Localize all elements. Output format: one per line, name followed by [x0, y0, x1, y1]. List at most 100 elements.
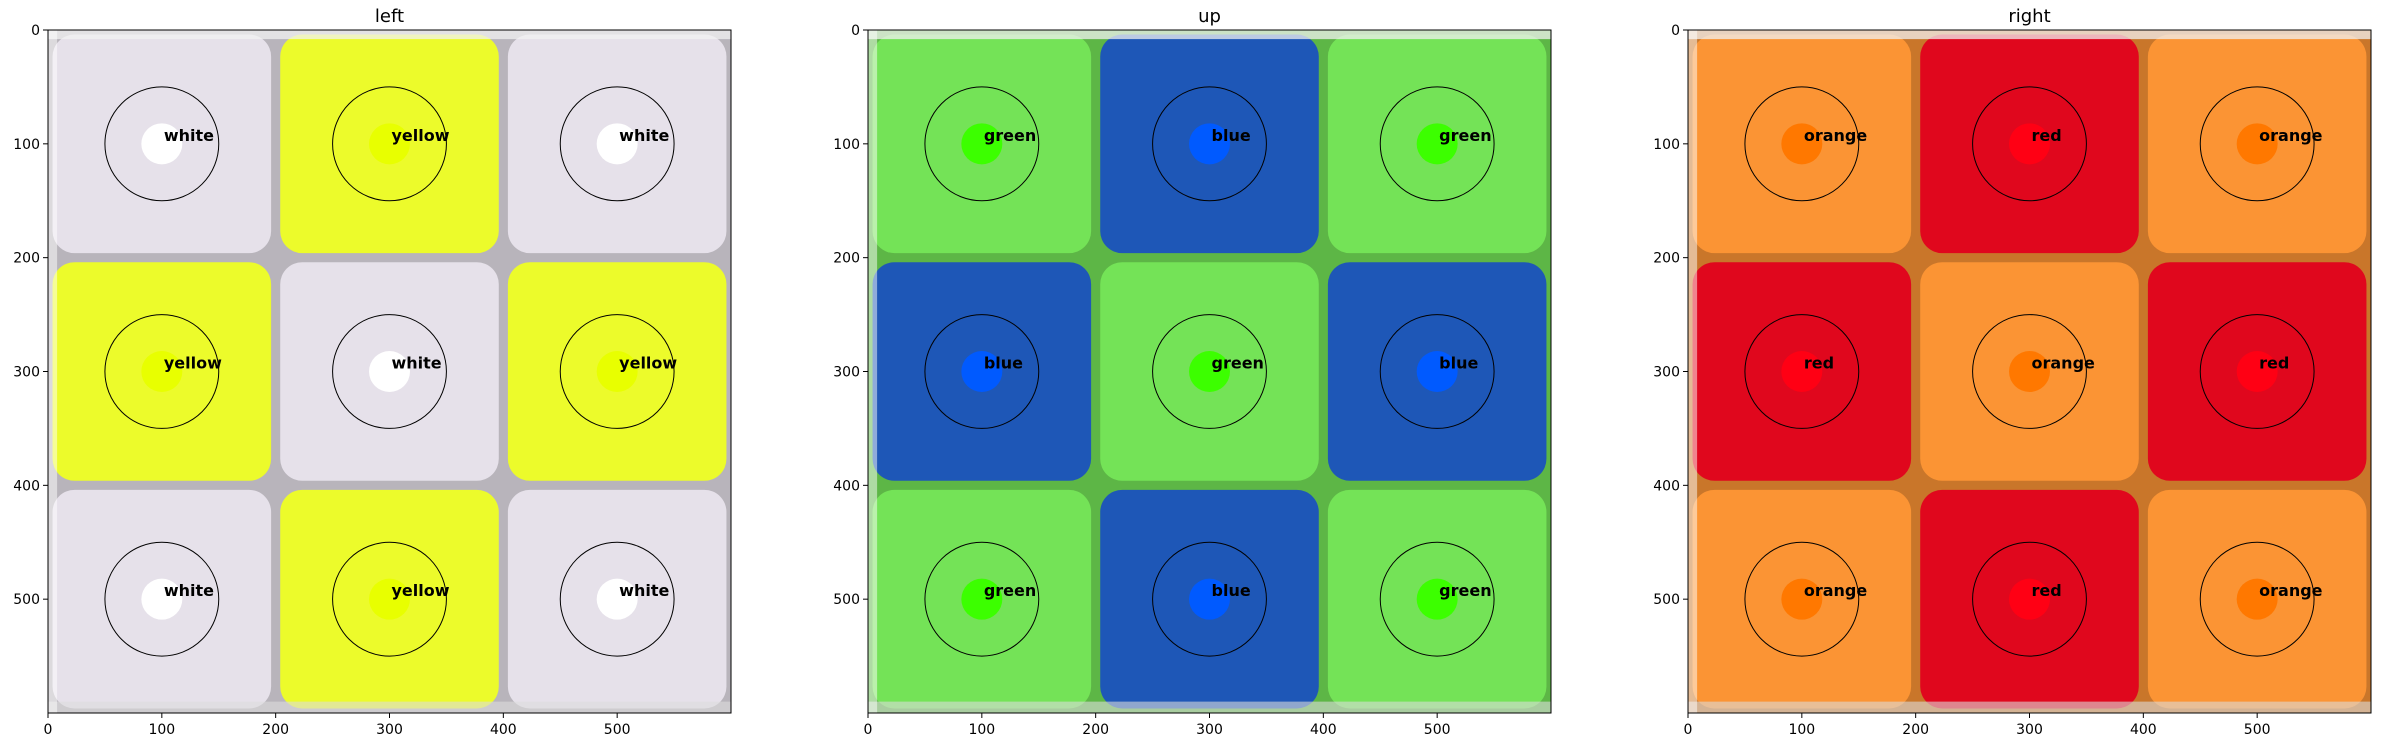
- x-tick-label: 100: [1788, 722, 1815, 738]
- color-marker: [961, 351, 1003, 392]
- x-tick-label: 200: [1082, 722, 1109, 738]
- cell-label: orange: [1804, 126, 1868, 145]
- cell-label: orange: [2259, 126, 2323, 145]
- detection-circle: [104, 86, 220, 202]
- photo-bottom-edge: [1688, 701, 2371, 713]
- color-marker: [369, 351, 410, 392]
- detection-circle: [104, 314, 220, 429]
- color-marker: [369, 123, 410, 165]
- x-tick-label: 500: [2244, 722, 2271, 738]
- cell-label: red: [2032, 581, 2062, 600]
- y-tick-label: 100: [833, 137, 860, 153]
- color-marker: [596, 578, 638, 620]
- x-tick-label: 300: [1196, 722, 1223, 738]
- cell-label: white: [392, 354, 442, 373]
- detection-circle: [1972, 86, 2087, 202]
- x-tick-label: 0: [1684, 722, 1693, 738]
- photo-top-edge: [1688, 30, 2371, 40]
- panel-title: left: [375, 6, 404, 27]
- cell-label: yellow: [619, 354, 677, 373]
- detection-circle: [1379, 541, 1495, 657]
- cell-label: red: [2259, 354, 2289, 373]
- detection-circle: [1972, 541, 2087, 657]
- color-marker: [141, 351, 183, 392]
- x-tick-label: 300: [376, 722, 403, 738]
- detection-circle: [2199, 314, 2315, 429]
- detection-circle: [332, 314, 447, 429]
- y-tick-label: 200: [13, 251, 40, 267]
- color-marker: [369, 578, 410, 620]
- photo-bottom-edge: [48, 701, 731, 713]
- cell-label: yellow: [164, 354, 222, 373]
- cell-label: orange: [1804, 581, 1868, 600]
- detection-circle: [559, 541, 675, 657]
- detection-circle: [924, 86, 1040, 202]
- cell-label: green: [1439, 581, 1491, 600]
- photo-left-edge: [868, 30, 878, 713]
- y-tick-label: 0: [1671, 23, 1680, 39]
- panel-left: white yellow white yellow white yellow white ye…: [13, 6, 732, 738]
- color-marker: [2236, 578, 2278, 620]
- photo-top-edge: [868, 30, 1551, 40]
- color-marker: [1781, 578, 1823, 620]
- x-tick-label: 500: [604, 722, 631, 738]
- photo-left-edge: [48, 30, 58, 713]
- cell-label: green: [984, 581, 1036, 600]
- color-marker: [1189, 578, 1230, 620]
- cell-label: red: [2032, 126, 2062, 145]
- x-tick-label: 500: [1424, 722, 1451, 738]
- cell-label: green: [1439, 126, 1491, 145]
- color-marker: [2009, 123, 2050, 165]
- color-marker: [141, 578, 183, 620]
- photo-bottom-edge: [868, 701, 1551, 713]
- cell-label: blue: [1212, 126, 1251, 145]
- cell-label: orange: [2032, 354, 2096, 373]
- color-marker: [596, 351, 638, 392]
- x-tick-label: 300: [2016, 722, 2043, 738]
- cell-label: red: [1804, 354, 1834, 373]
- photo-left-edge: [1688, 30, 1698, 713]
- detection-circle: [332, 541, 447, 657]
- y-tick-label: 0: [31, 23, 40, 39]
- y-tick-label: 200: [833, 251, 860, 267]
- cell-label: white: [164, 581, 214, 600]
- cell-label: green: [1212, 354, 1264, 373]
- x-tick-label: 100: [148, 722, 175, 738]
- color-marker: [1189, 351, 1230, 392]
- color-marker: [2236, 123, 2278, 165]
- y-tick-label: 500: [833, 592, 860, 608]
- detection-circle: [1152, 314, 1267, 429]
- y-tick-label: 300: [1653, 365, 1680, 381]
- cell-label: blue: [1439, 354, 1478, 373]
- color-marker: [2236, 351, 2278, 392]
- color-marker: [1416, 578, 1458, 620]
- cell-label: white: [619, 581, 669, 600]
- detection-circle: [104, 541, 220, 657]
- cell-label: yellow: [392, 581, 450, 600]
- y-tick-label: 300: [833, 365, 860, 381]
- detection-circle: [924, 541, 1040, 657]
- cell-label: white: [164, 126, 214, 145]
- detection-circle: [1379, 314, 1495, 429]
- photo-top-edge: [48, 30, 731, 40]
- x-tick-label: 400: [2130, 722, 2157, 738]
- color-marker: [961, 578, 1003, 620]
- detection-circle: [924, 314, 1040, 429]
- detection-circle: [1972, 314, 2087, 429]
- color-marker: [141, 123, 183, 165]
- cell-label: green: [984, 126, 1036, 145]
- detection-circle: [2199, 86, 2315, 202]
- y-tick-label: 200: [1653, 251, 1680, 267]
- y-tick-label: 100: [1653, 137, 1680, 153]
- color-marker: [1416, 123, 1458, 165]
- color-marker: [2009, 578, 2050, 620]
- detection-circle: [1379, 86, 1495, 202]
- detection-circle: [559, 86, 675, 202]
- color-marker: [1781, 351, 1823, 392]
- detection-circle: [1744, 314, 1860, 429]
- y-tick-label: 300: [13, 365, 40, 381]
- y-tick-label: 100: [13, 137, 40, 153]
- color-marker: [2009, 351, 2050, 392]
- x-tick-label: 200: [1902, 722, 1929, 738]
